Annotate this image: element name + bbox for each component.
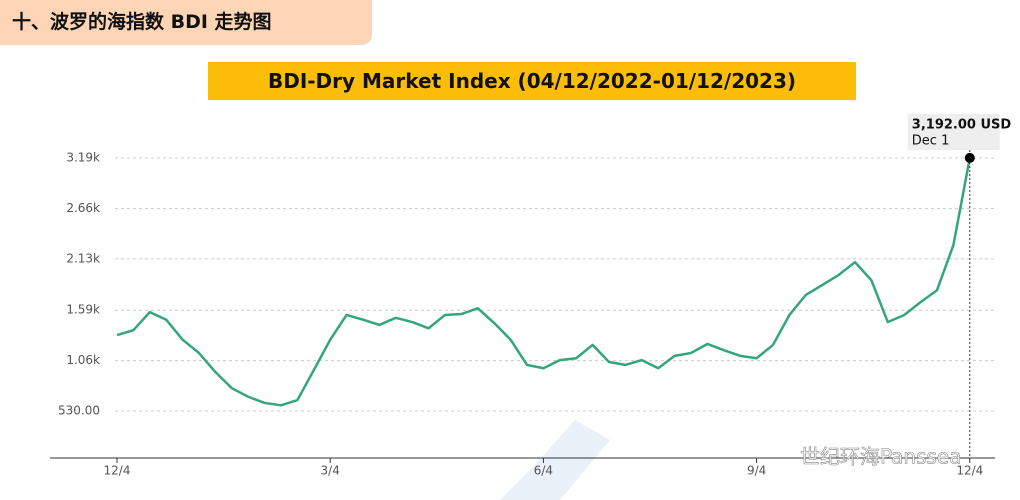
line — [116, 157, 972, 407]
annotation-value: 3,192.00 USD — [912, 118, 1012, 133]
x-tick-label: 12/4 — [956, 464, 983, 478]
y-tick-label: 2.66k — [66, 201, 100, 215]
y-tick-label: 1.06k — [66, 353, 100, 367]
chart-title: BDI-Dry Market Index (04/12/2022-01/12/2… — [208, 62, 856, 100]
y-tick-label: 530.00 — [58, 404, 100, 418]
y-tick-label: 2.13k — [66, 251, 100, 265]
x-tick-label: 12/4 — [104, 464, 131, 478]
x-tick-label: 9/4 — [747, 464, 766, 478]
annotation-box — [907, 114, 1000, 150]
x-tick-label: 3/4 — [321, 464, 340, 478]
x-tick-label: 6/4 — [534, 464, 553, 478]
y-tick-label: 1.59k — [66, 303, 100, 317]
header: 十、波罗的海指数 BDI 走势图 — [0, 0, 372, 45]
y-tick-label: 3.19k — [66, 151, 100, 165]
watermark: 世纪环海Panssea — [800, 445, 962, 469]
annotation-date: Dec 1 — [912, 134, 950, 149]
watermark-logo — [500, 420, 610, 500]
end-point — [964, 152, 975, 163]
